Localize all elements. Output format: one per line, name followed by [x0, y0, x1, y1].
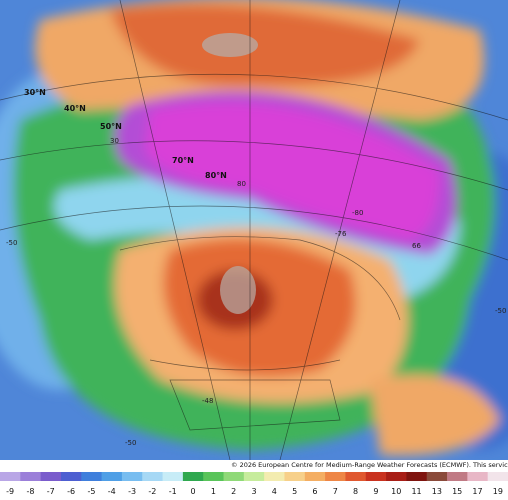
colorbar-swatch — [386, 472, 407, 481]
colorbar-swatch — [447, 472, 468, 481]
colorbar-swatch — [182, 472, 204, 481]
contour-label: -50 — [125, 439, 136, 447]
colorbar-label: 13 — [432, 487, 442, 496]
colorbar-swatch — [162, 472, 184, 481]
latitude-label: 30°N — [24, 88, 46, 97]
colorbar-swatch — [365, 472, 387, 481]
colorbar-label: 2 — [231, 487, 236, 496]
colorbar-label: 17 — [472, 487, 482, 496]
latitude-label: 50°N — [100, 122, 122, 131]
colorbar-label: 0 — [190, 487, 195, 496]
colorbar-swatch — [81, 472, 103, 481]
colorbar-label: -4 — [108, 487, 116, 496]
colorbar-label: 4 — [272, 487, 277, 496]
colorbar-swatch — [0, 472, 21, 481]
copyright-bg — [228, 460, 508, 470]
colorbar-label: 5 — [292, 487, 297, 496]
map: 30°N 40°N 50°N 70°N 80°N 30 -50 -76 80 6… — [0, 0, 508, 460]
colorbar-swatch — [264, 472, 285, 481]
colorbar-swatch — [325, 472, 346, 481]
colorbar-label: -9 — [6, 487, 14, 496]
colorbar-label: -1 — [169, 487, 177, 496]
contour-label: 80 — [237, 180, 246, 188]
copyright: © 2026 European Centre for Medium-Range … — [231, 461, 508, 469]
colorbar-swatch — [20, 472, 42, 481]
contour-label: -76 — [335, 230, 347, 238]
colorbar-swatch — [60, 472, 82, 481]
contour-label: -50 — [6, 239, 17, 247]
colorbar-swatch — [487, 472, 508, 481]
colorbar-swatch — [40, 472, 62, 481]
colorbar-label: -7 — [47, 487, 55, 496]
colorbar-label: 6 — [312, 487, 317, 496]
colorbar-swatch — [284, 472, 306, 481]
colorbar-label: -5 — [87, 487, 95, 496]
colorbar-swatch — [203, 472, 225, 481]
colorbar: -9 -8 -7 -6 -5 -4 -3 -2 -1 0 1 2 3 4 5 6 7 8 9 10 11 13 15 17 19 — [0, 472, 508, 496]
latitude-label: 70°N — [172, 156, 194, 165]
colorbar-label: 11 — [411, 487, 421, 496]
colorbar-label: -8 — [26, 487, 34, 496]
colorbar-label: 10 — [391, 487, 401, 496]
colorbar-label: -3 — [128, 487, 136, 496]
contour-label: -50 — [495, 307, 506, 315]
colorbar-label: 7 — [333, 487, 338, 496]
latitude-label: 80°N — [205, 171, 227, 180]
latitude-label: 40°N — [64, 104, 86, 113]
colorbar-swatch — [406, 472, 428, 481]
colorbar-label: 19 — [493, 487, 503, 496]
colorbar-label: 1 — [211, 487, 216, 496]
colorbar-swatch — [426, 472, 448, 481]
colorbar-swatch — [121, 472, 143, 481]
colorbar-swatch — [345, 472, 367, 481]
contour-label: 30 — [110, 137, 119, 145]
contour-label: 66 — [412, 242, 421, 250]
colorbar-label: 8 — [353, 487, 358, 496]
colorbar-swatch — [243, 472, 265, 481]
colorbar-label: -2 — [148, 487, 156, 496]
colorbar-label: -6 — [67, 487, 75, 496]
colorbar-swatch — [101, 472, 123, 481]
colorbar-swatch — [467, 472, 489, 481]
colorbar-swatch — [304, 472, 326, 481]
colorbar-swatch — [223, 472, 245, 481]
colorbar-label: 3 — [251, 487, 256, 496]
colorbar-swatch — [142, 472, 164, 481]
colorbar-label: 9 — [373, 487, 378, 496]
colorbar-label: 15 — [452, 487, 462, 496]
contour-label: -80 — [352, 209, 363, 217]
contour-label: -48 — [202, 397, 213, 405]
